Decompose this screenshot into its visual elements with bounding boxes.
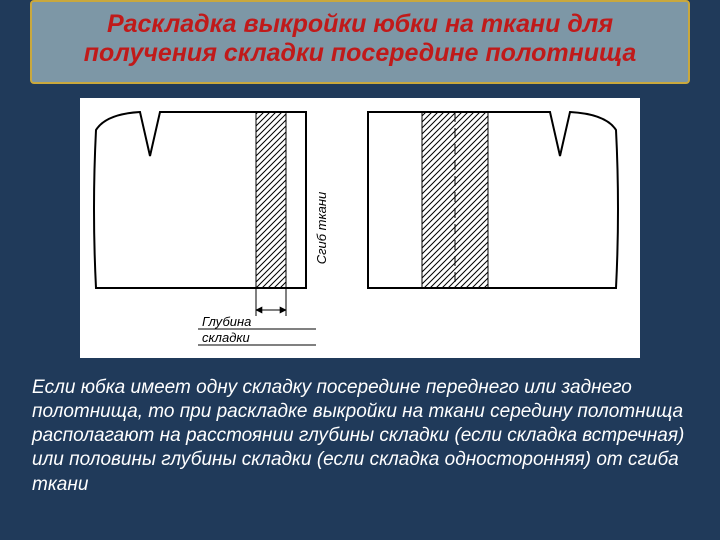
depth-label-top: Глубина — [202, 314, 251, 329]
title-text: Раскладка выкройки юбки на ткани для пол… — [84, 10, 637, 67]
depth-label-bottom: складки — [202, 330, 250, 345]
title-box: Раскладка выкройки юбки на ткани для пол… — [30, 0, 690, 84]
body-paragraph: Если юбка имеет одну складку посередине … — [32, 376, 688, 498]
pattern-layout-diagram: Сгиб ткани Глубинаскладки — [80, 98, 640, 358]
fold-label: Сгиб ткани — [314, 191, 329, 264]
slide: Раскладка выкройки юбки на ткани для пол… — [0, 0, 720, 540]
diagram-svg: Сгиб ткани Глубинаскладки — [80, 98, 640, 358]
